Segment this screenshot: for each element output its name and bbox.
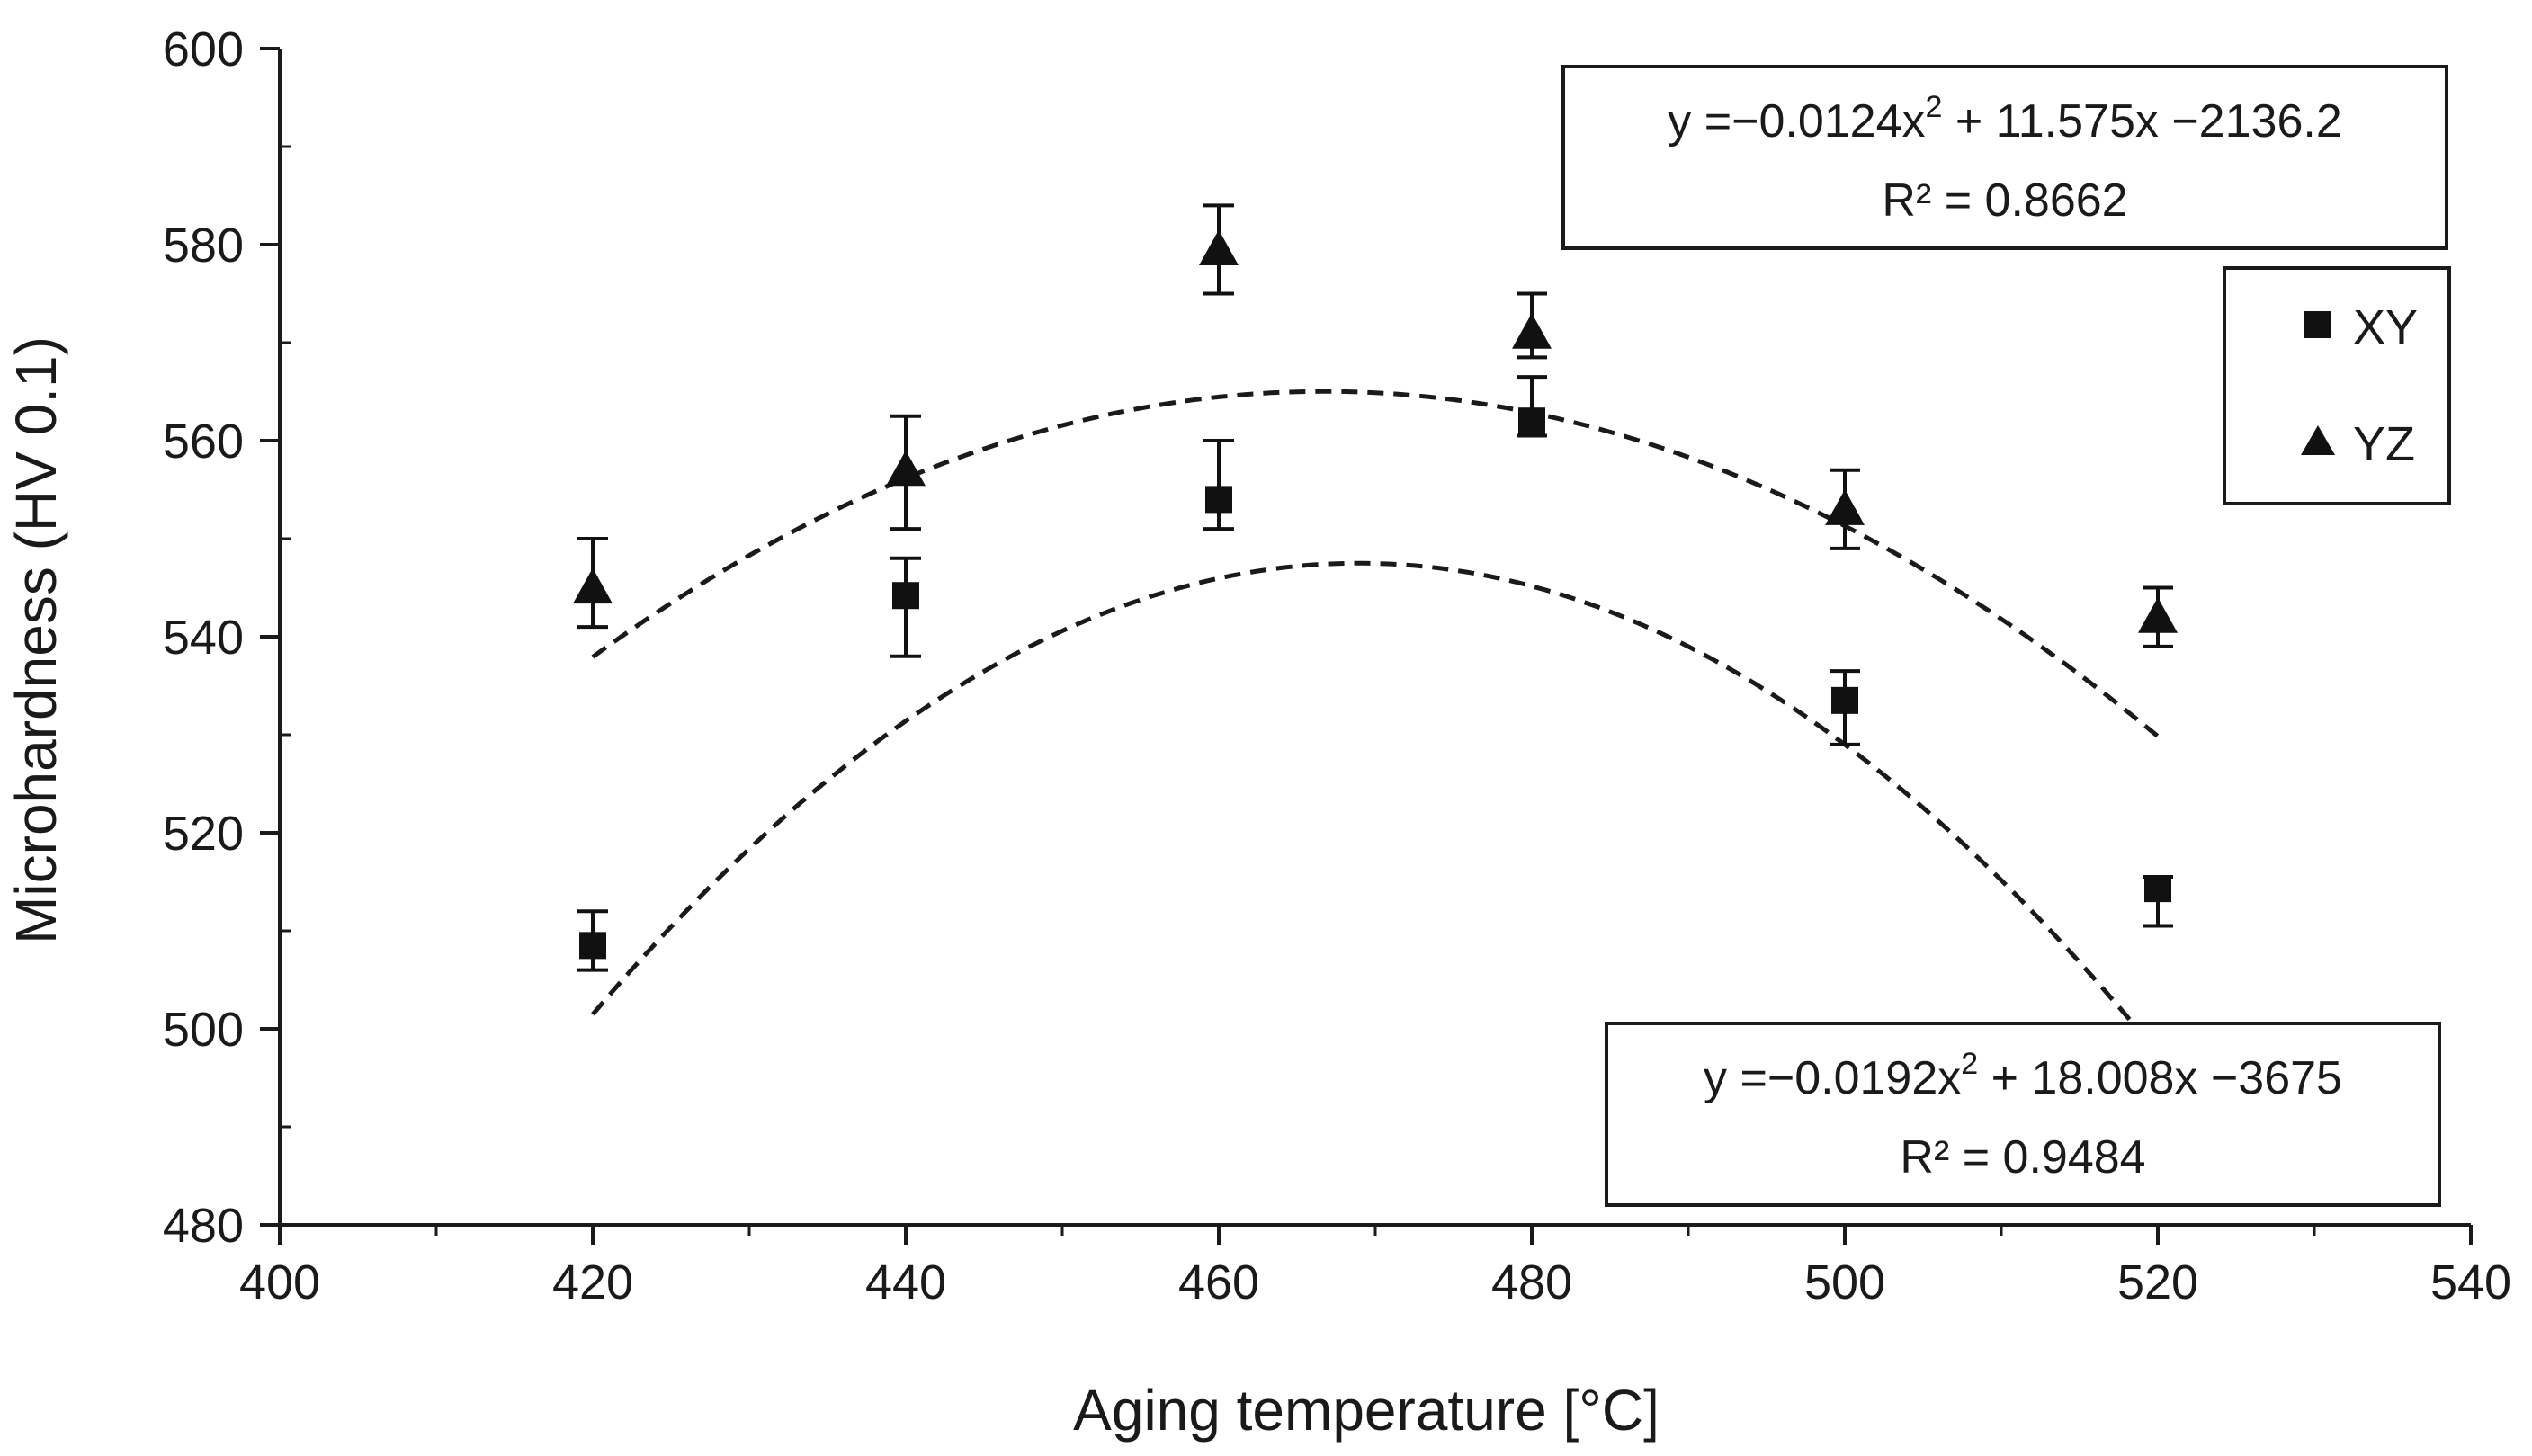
yz-equation-box: y =−0.0124x2 + 11.575x −2136.2 R² = 0.86… (1561, 65, 2448, 250)
x-tick-label: 460 (1178, 1255, 1259, 1309)
x-tick-label: 420 (552, 1255, 633, 1309)
data-point-yz (573, 567, 613, 604)
y-tick-label: 480 (163, 1199, 244, 1253)
x-tick-label: 400 (239, 1255, 320, 1309)
xy-equation-box: y =−0.0192x2 + 18.008x −3675 R² = 0.9484 (1605, 1022, 2441, 1207)
legend-label-yz: YZ (2353, 417, 2415, 471)
trendline-yz (591, 389, 2160, 738)
data-point-xy (1205, 486, 1232, 514)
legend-xy-square-icon (2304, 311, 2331, 338)
xy-equation-suffix: + 18.008x −3675 (1978, 1052, 2342, 1104)
x-axis-title: Aging temperature [°C] (1073, 1378, 1660, 1443)
y-axis-title: Microhardness (HV 0.1) (4, 336, 68, 944)
data-point-yz (1199, 229, 1239, 266)
data-point-xy (1831, 686, 1858, 714)
y-tick-label: 540 (163, 611, 244, 665)
xy-equation-exponent: 2 (1961, 1047, 1978, 1081)
y-tick-label: 520 (163, 807, 244, 861)
x-tick-label: 540 (2430, 1255, 2511, 1309)
y-tick-label: 600 (163, 22, 244, 76)
y-tick-label: 500 (163, 1003, 244, 1057)
trendline-xy (591, 560, 2160, 1056)
xy-r-squared: R² = 0.9484 (1900, 1131, 2145, 1184)
yz-equation-suffix: + 11.575x −2136.2 (1942, 95, 2341, 147)
data-point-xy (2144, 875, 2171, 903)
legend: XY YZ (2223, 266, 2451, 505)
xy-equation-prefix: y =−0.0192x (1704, 1052, 1961, 1104)
data-point-yz (1825, 489, 1865, 525)
data-point-yz (886, 450, 926, 487)
yz-equation-prefix: y =−0.0124x (1668, 95, 1925, 147)
data-point-yz (1512, 313, 1552, 349)
y-tick-label: 580 (163, 219, 244, 272)
yz-r-squared: R² = 0.8662 (1882, 174, 2127, 227)
x-tick-label: 480 (1491, 1255, 1572, 1309)
axes: 400 420 440 460 480 500 520 540 480 500 520 540 560 5… (163, 22, 2511, 1309)
data-point-xy (892, 582, 919, 610)
yz-equation: y =−0.0124x2 + 11.575x −2136.2 (1668, 90, 2341, 147)
legend-yz-triangle-icon (2301, 425, 2335, 455)
data-point-yz (2138, 597, 2178, 633)
data-point-xy (1518, 407, 1545, 435)
xy-equation: y =−0.0192x2 + 18.008x −3675 (1704, 1047, 2342, 1104)
trendlines (591, 389, 2160, 1056)
legend-label-xy: XY (2353, 300, 2418, 354)
x-tick-label: 520 (2117, 1255, 2198, 1309)
yz-equation-exponent: 2 (1926, 90, 1943, 124)
y-tick-label: 560 (163, 415, 244, 469)
x-tick-label: 500 (1804, 1255, 1885, 1309)
data-markers (573, 229, 2178, 960)
data-point-xy (579, 932, 606, 960)
x-tick-label: 440 (865, 1255, 946, 1309)
